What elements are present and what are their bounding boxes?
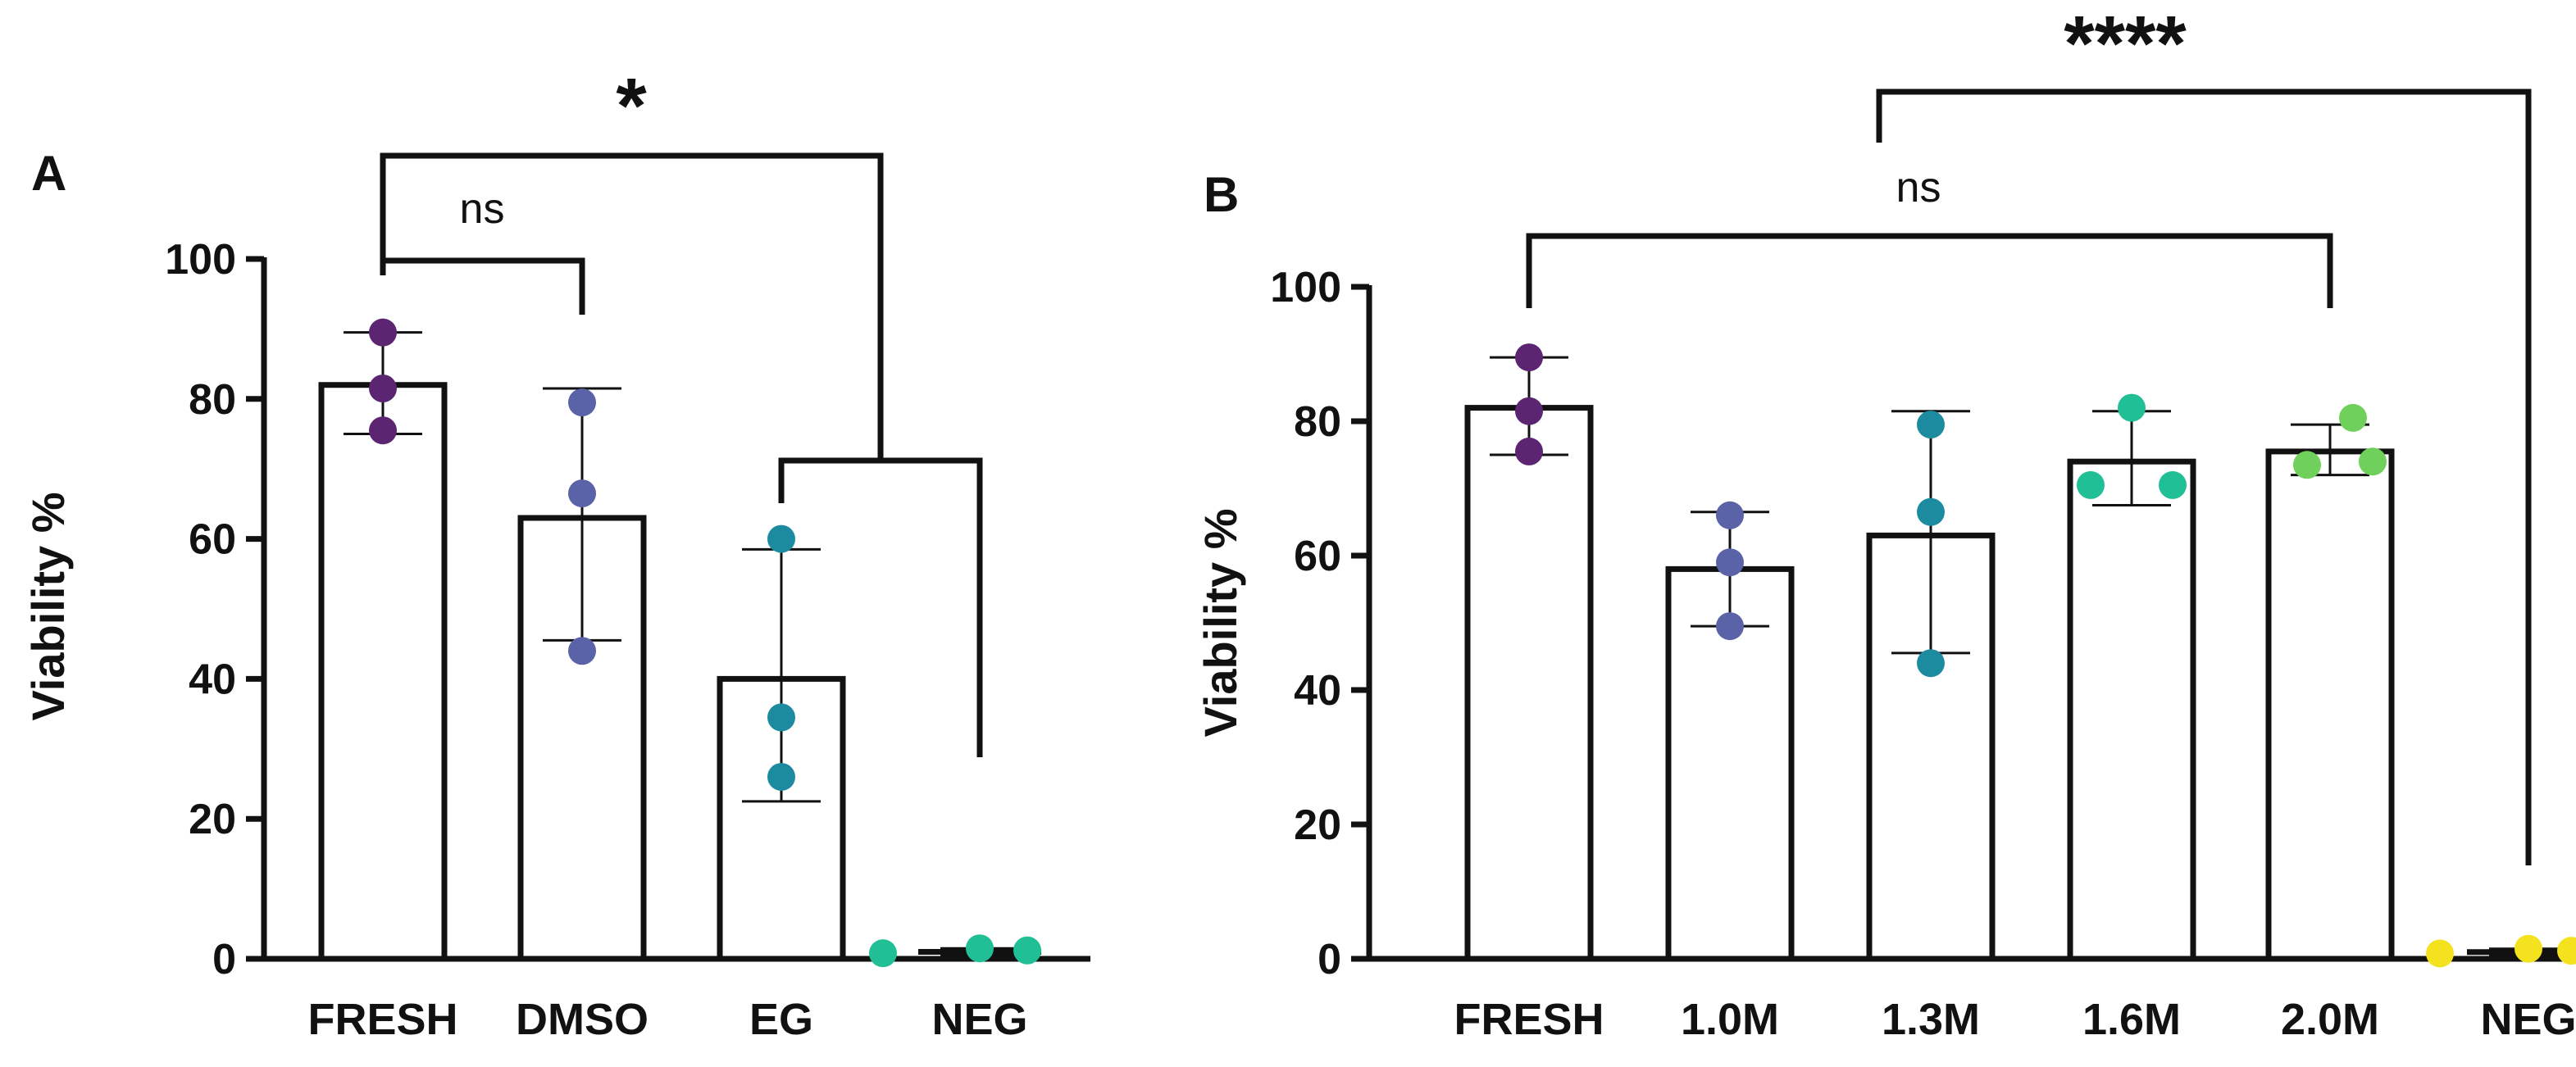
significance-label: ns bbox=[460, 185, 505, 233]
data-point bbox=[2159, 470, 2187, 499]
data-point bbox=[1013, 936, 1041, 965]
y-tick-label: 20 bbox=[1294, 801, 1341, 849]
data-point bbox=[1917, 497, 1945, 526]
x-category-label: 2.0M bbox=[2281, 995, 2379, 1044]
data-point bbox=[869, 939, 897, 968]
data-point bbox=[1917, 411, 1945, 439]
data-point bbox=[1515, 397, 1543, 425]
y-axis-title: Viability % bbox=[1195, 508, 1246, 737]
panel-a-letter: A bbox=[31, 146, 66, 201]
data-point bbox=[767, 703, 795, 732]
data-point bbox=[2293, 451, 2321, 479]
significance-bracket bbox=[1876, 89, 2532, 865]
bar bbox=[1866, 532, 1996, 962]
y-tick-label: 60 bbox=[189, 516, 236, 564]
x-category-label: NEG bbox=[2480, 995, 2576, 1044]
data-point bbox=[767, 762, 795, 791]
data-point bbox=[2118, 393, 2146, 422]
y-tick-label: 60 bbox=[1294, 533, 1341, 580]
significance-bracket bbox=[380, 152, 884, 461]
data-point bbox=[966, 934, 994, 963]
x-category-label: FRESH bbox=[307, 995, 457, 1044]
data-point bbox=[2339, 403, 2367, 432]
significance-bracket bbox=[1526, 233, 2333, 308]
significance-label: ns bbox=[1896, 164, 1941, 211]
data-point bbox=[369, 318, 397, 347]
y-tick-label: 40 bbox=[189, 656, 236, 703]
data-point bbox=[2077, 470, 2105, 499]
y-tick-label: 0 bbox=[212, 936, 236, 983]
bar bbox=[318, 382, 448, 962]
data-point bbox=[1515, 437, 1543, 465]
panel-a-chart: 0 20 40 60 80 100 Viability % FRESH DMSO EG NEG ns * bbox=[22, 62, 1090, 1044]
y-tick-label: 20 bbox=[189, 796, 236, 843]
data-point bbox=[369, 374, 397, 402]
data-point bbox=[369, 416, 397, 445]
x-category-label: 1.6M bbox=[2082, 995, 2181, 1044]
data-point bbox=[2557, 937, 2576, 965]
data-point bbox=[2359, 447, 2387, 476]
x-category-label: DMSO bbox=[516, 995, 649, 1044]
y-tick-label: 40 bbox=[1294, 667, 1341, 715]
bar bbox=[1464, 405, 1594, 962]
y-tick-label: 100 bbox=[1270, 264, 1341, 311]
data-point bbox=[1716, 612, 1744, 641]
significance-sub-bracket bbox=[778, 457, 983, 757]
data-point bbox=[2515, 934, 2542, 963]
significance-bracket bbox=[380, 257, 585, 315]
y-tick-label: 80 bbox=[1294, 398, 1341, 446]
x-category-label: FRESH bbox=[1454, 995, 1604, 1044]
significance-label: **** bbox=[2064, 0, 2187, 88]
data-point bbox=[2426, 939, 2454, 968]
data-point bbox=[1917, 649, 1945, 678]
data-point bbox=[1716, 501, 1744, 529]
bar bbox=[2265, 448, 2395, 962]
significance-label: * bbox=[616, 62, 647, 150]
y-tick-label: 0 bbox=[1318, 936, 1341, 983]
y-tick-label: 80 bbox=[189, 376, 236, 424]
x-category-label: NEG bbox=[931, 995, 1027, 1044]
data-point bbox=[568, 388, 596, 417]
x-category-label: EG bbox=[749, 995, 813, 1044]
panel-b-letter: B bbox=[1204, 167, 1239, 222]
x-category-label: 1.3M bbox=[1882, 995, 1980, 1044]
y-tick-label: 100 bbox=[165, 236, 236, 284]
bar bbox=[2067, 458, 2196, 962]
x-category-label: 1.0M bbox=[1681, 995, 1779, 1044]
data-point bbox=[568, 637, 596, 665]
data-point bbox=[1716, 548, 1744, 577]
data-point bbox=[767, 524, 795, 553]
data-point bbox=[568, 479, 596, 508]
panel-b-chart: 0 20 40 60 80 100 Viability % FRESH 1.0M 1.3M 1.6M… bbox=[1195, 0, 2576, 1044]
data-point bbox=[1515, 343, 1543, 372]
y-axis-title: Viability % bbox=[22, 492, 74, 720]
